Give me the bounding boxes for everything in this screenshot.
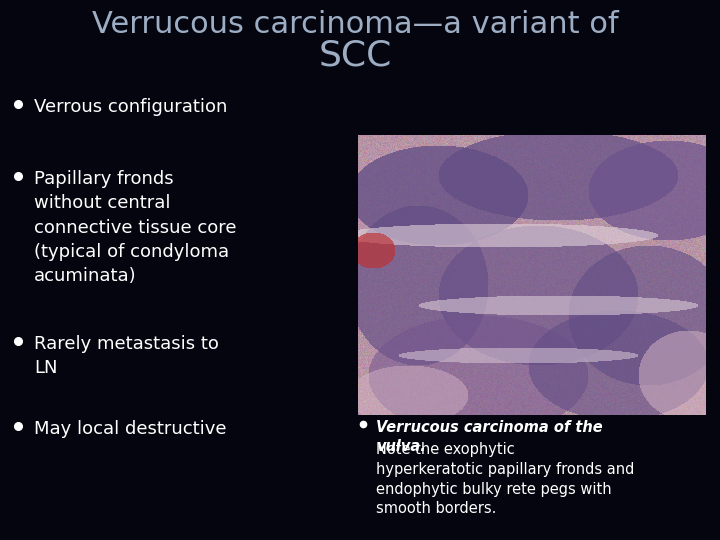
Text: SCC: SCC — [318, 38, 392, 72]
Text: Verrucous carcinoma of the
vulva.: Verrucous carcinoma of the vulva. — [376, 420, 603, 454]
Text: Rarely metastasis to
LN: Rarely metastasis to LN — [34, 335, 219, 377]
Text: May local destructive: May local destructive — [34, 420, 227, 438]
Text: Verrous configuration: Verrous configuration — [34, 98, 228, 116]
Text: Papillary fronds
without central
connective tissue core
(typical of condyloma
ac: Papillary fronds without central connect… — [34, 170, 236, 285]
Text: Note the exophytic
hyperkeratotic papillary fronds and
endophytic bulky rete peg: Note the exophytic hyperkeratotic papill… — [376, 442, 634, 516]
Text: Verrucous carcinoma—a variant of: Verrucous carcinoma—a variant of — [91, 10, 618, 39]
